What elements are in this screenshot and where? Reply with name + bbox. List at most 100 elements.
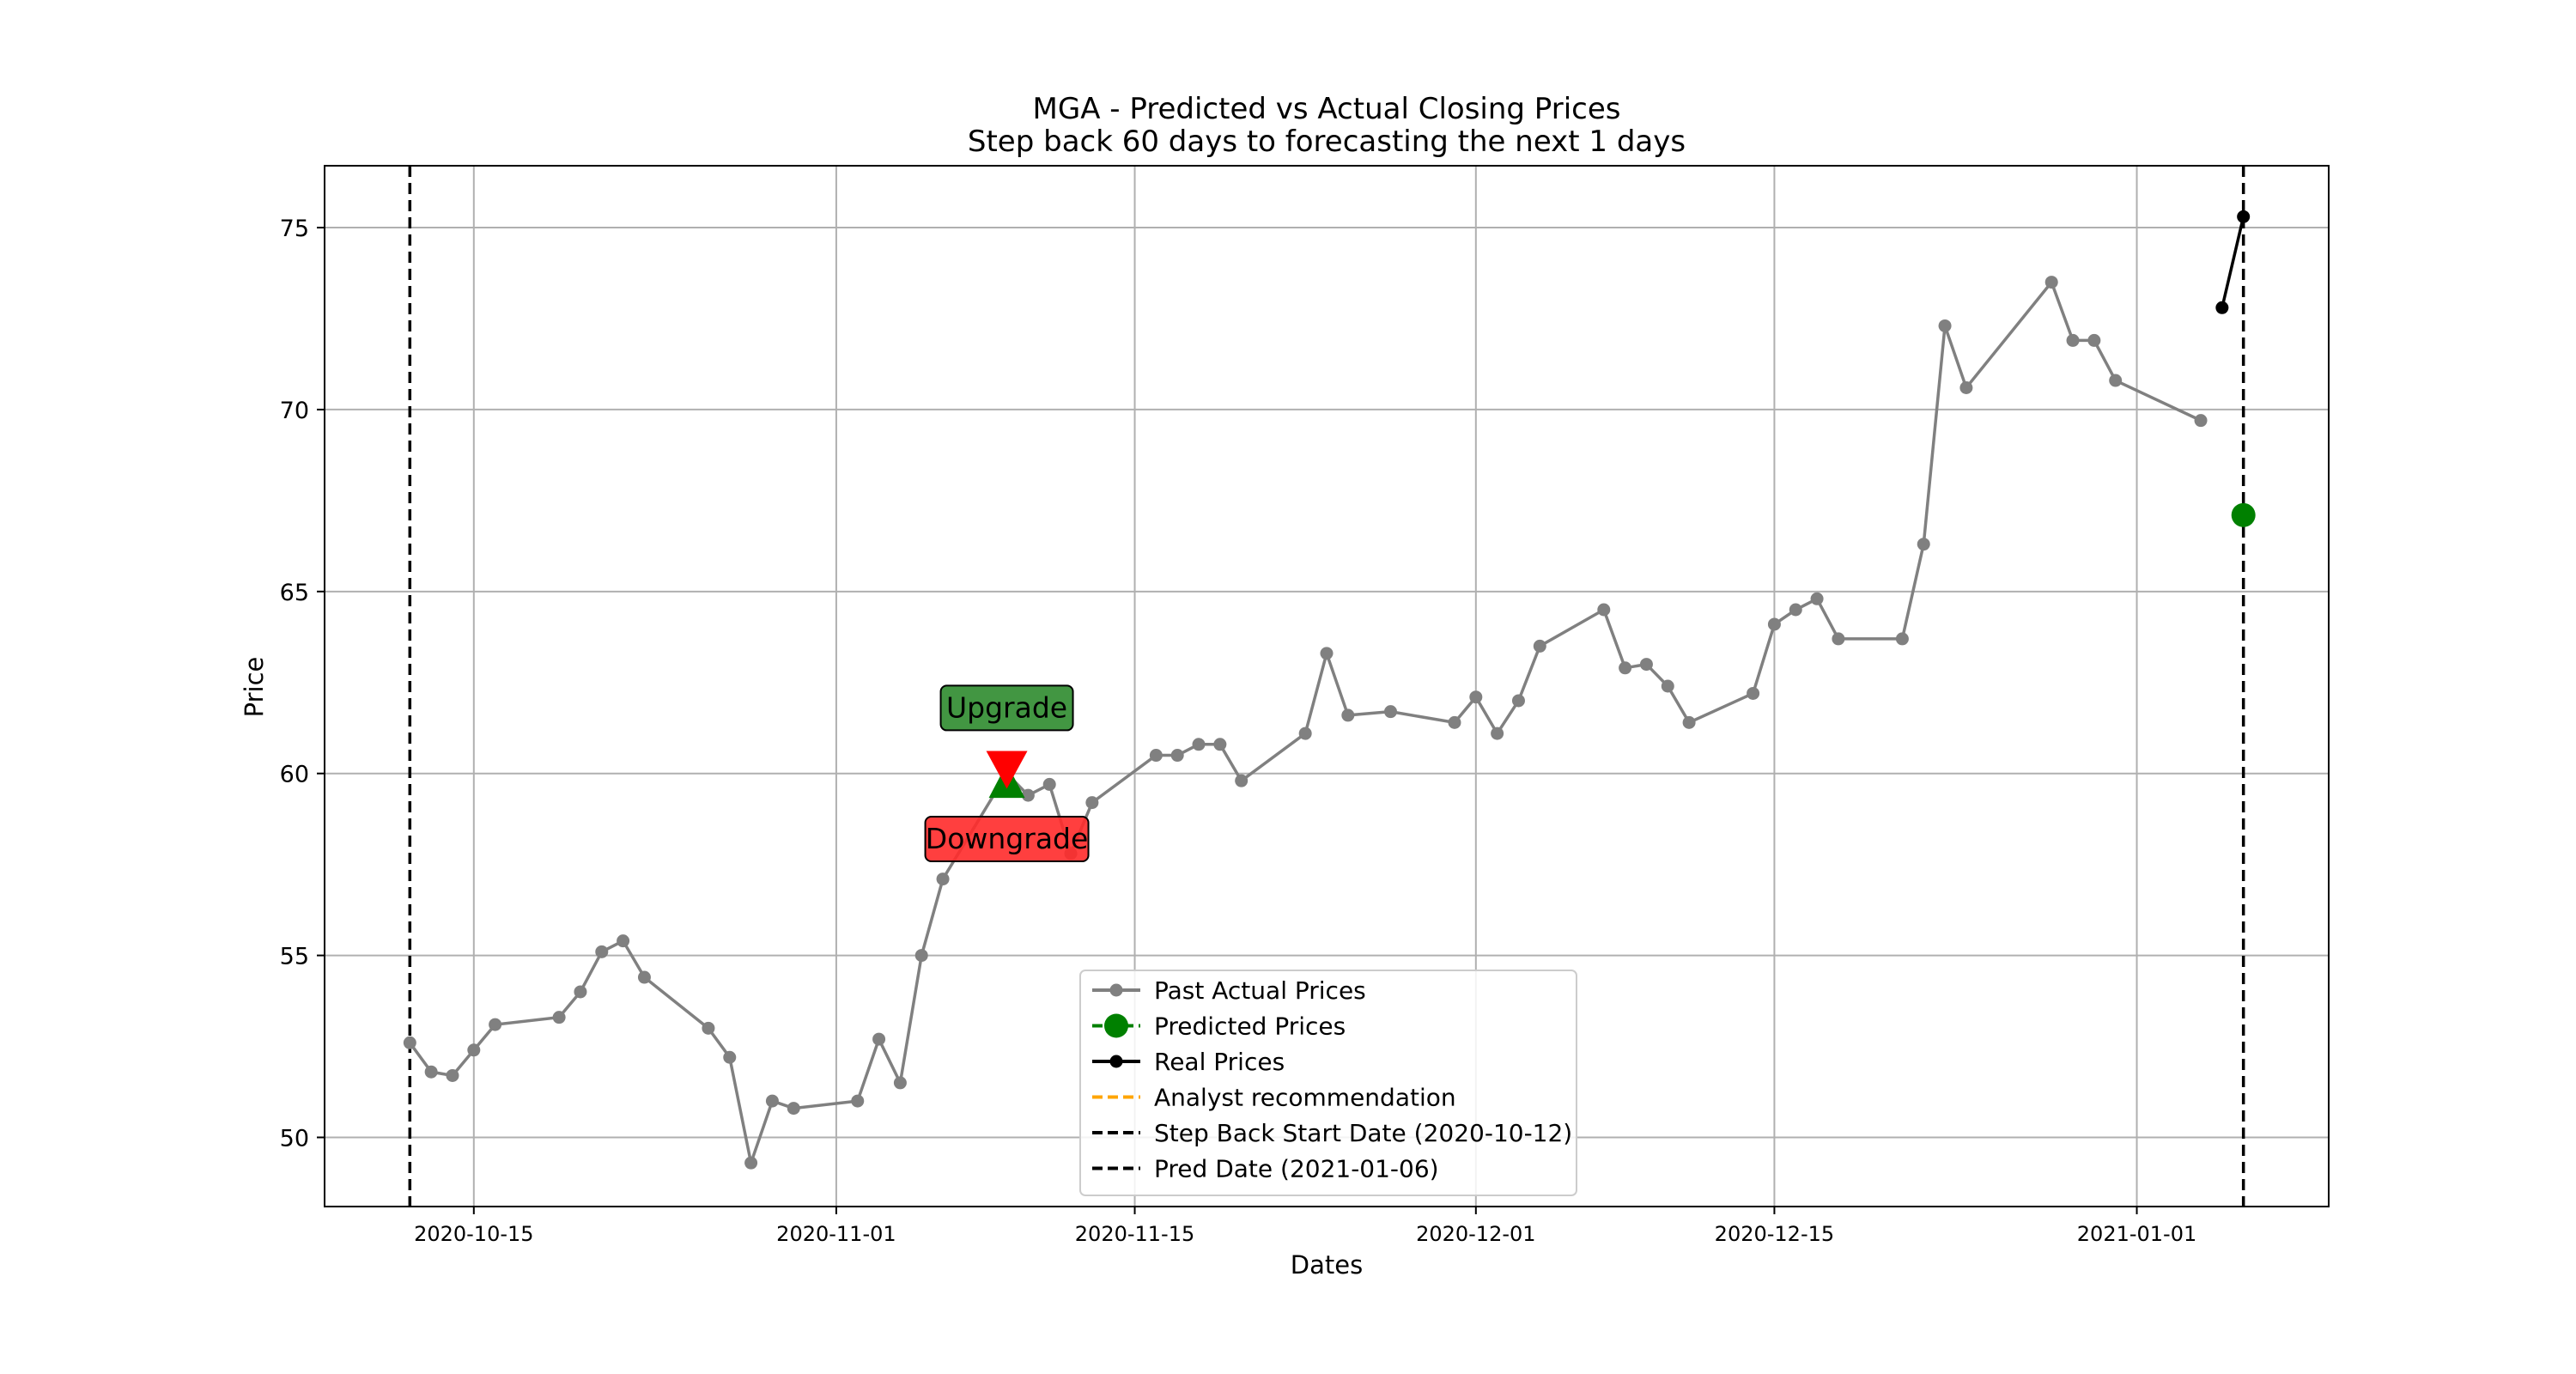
past-price-point [1213, 738, 1227, 751]
x-tick-label: 2020-11-01 [776, 1222, 896, 1246]
plot-frame [324, 165, 2330, 1207]
y-tick-label: 65 [280, 580, 309, 606]
past-price-point [1832, 632, 1845, 646]
annotations: Upgrade Downgrade [924, 684, 1090, 862]
past-prices-line [408, 279, 2202, 1169]
past-price-point [2194, 414, 2208, 428]
past-price-point [424, 1065, 438, 1079]
grid [325, 166, 2329, 1207]
y-tick-label: 60 [280, 762, 309, 788]
past-price-point [1639, 658, 1653, 672]
x-tick-label: 2020-12-01 [1416, 1222, 1535, 1246]
upgrade-label-box [939, 684, 1074, 732]
past-price-point [1042, 777, 1056, 791]
x-tick-label: 2021-01-01 [2077, 1222, 2196, 1246]
x-axis-label: Dates [1291, 1250, 1363, 1280]
past-price-point [1959, 381, 1973, 395]
past-price-point [1085, 796, 1099, 810]
past-price-point [1619, 661, 1632, 675]
past-price-point [1747, 686, 1760, 700]
past-price-point [1682, 715, 1696, 729]
y-tick-label: 75 [280, 216, 309, 242]
past-price-point [1938, 319, 1952, 332]
past-price-point [1767, 617, 1781, 631]
legend-entry-label: Past Actual Prices [1154, 976, 1366, 1005]
past-price-point [1533, 639, 1546, 653]
past-price-point [787, 1102, 800, 1116]
upgrade-label: Upgrade [946, 690, 1067, 724]
x-tick-label: 2020-10-15 [414, 1222, 533, 1246]
legend-swatch-marker [1109, 1055, 1123, 1068]
axis-ticks: 2020-10-15 2020-11-01 2020-11-15 2020-12-01… [280, 216, 2197, 1246]
real-price-point [2215, 301, 2229, 314]
reference-lines [408, 166, 2245, 1207]
past-price-point [723, 1050, 737, 1064]
past-price-point [765, 1094, 779, 1108]
past-price-point [617, 934, 630, 948]
past-price-point [1917, 538, 1930, 551]
past-price-point [872, 1032, 886, 1046]
past-price-point [1383, 705, 1397, 719]
past-price-point [1511, 694, 1525, 708]
past-price-point [744, 1156, 758, 1170]
y-axis-label: Price [240, 657, 269, 718]
past-price-point [2066, 333, 2080, 347]
legend-swatch-marker [1104, 1013, 1128, 1038]
past-price-point [1298, 727, 1312, 740]
past-price-point [403, 1036, 416, 1049]
past-price-point [574, 985, 587, 999]
past-price-point [1597, 603, 1611, 617]
y-tick-label: 70 [280, 398, 309, 424]
past-price-point [2044, 276, 2058, 289]
past-price-point [936, 872, 950, 886]
past-price-point [1895, 632, 1909, 646]
legend-entry-label: Pred Date (2021-01-06) [1154, 1155, 1439, 1183]
past-price-point [1320, 647, 1334, 660]
past-price-point [851, 1094, 865, 1108]
legend-entry-label: Real Prices [1154, 1048, 1285, 1076]
chart-subtitle: Step back 60 days to forecasting the nex… [968, 125, 1686, 159]
past-price-point [489, 1018, 502, 1031]
past-price-point [893, 1076, 907, 1090]
y-tick-label: 50 [280, 1125, 309, 1152]
past-price-point [914, 949, 928, 963]
x-tick-label: 2020-12-15 [1715, 1222, 1834, 1246]
downgrade-marker [986, 751, 1028, 789]
real-price-point [2237, 210, 2251, 223]
past-price-point [1469, 690, 1483, 704]
past-price-point [552, 1011, 566, 1024]
past-price-point [702, 1021, 715, 1035]
legend-swatch-marker [1109, 983, 1123, 997]
past-price-point [1661, 679, 1674, 693]
legend: Past Actual Prices Predicted Prices Real P… [1079, 970, 1577, 1196]
legend-entry-label: Predicted Prices [1154, 1012, 1346, 1041]
past-price-point [637, 970, 651, 984]
legend-entry-label: Analyst recommendation [1154, 1084, 1456, 1112]
past-price-point [1235, 774, 1249, 787]
predicted-price-point [2231, 502, 2256, 527]
past-price-point [2087, 333, 2101, 347]
x-tick-label: 2020-11-15 [1075, 1222, 1194, 1246]
downgrade-label-box [924, 815, 1090, 862]
y-tick-label: 55 [280, 944, 309, 970]
past-price-point [1149, 749, 1163, 763]
past-price-point [1021, 788, 1035, 802]
past-price-point [595, 945, 609, 958]
series-layer [403, 210, 2256, 1170]
past-price-point [1341, 708, 1355, 722]
chart-title: MGA - Predicted vs Actual Closing Prices [1033, 92, 1621, 126]
past-price-point [1491, 727, 1504, 740]
past-price-point [446, 1068, 459, 1082]
past-price-point [467, 1043, 481, 1057]
legend-entry-label: Step Back Start Date (2020-10-12) [1154, 1119, 1572, 1147]
past-price-point [1448, 715, 1461, 729]
past-price-point [1192, 738, 1206, 751]
past-price-point [2109, 374, 2123, 387]
downgrade-label: Downgrade [926, 822, 1089, 855]
past-price-point [1789, 603, 1802, 617]
legend-box [1079, 970, 1577, 1196]
past-price-point [1170, 749, 1184, 763]
past-price-point [1810, 592, 1824, 605]
real-prices-line [2221, 216, 2245, 308]
